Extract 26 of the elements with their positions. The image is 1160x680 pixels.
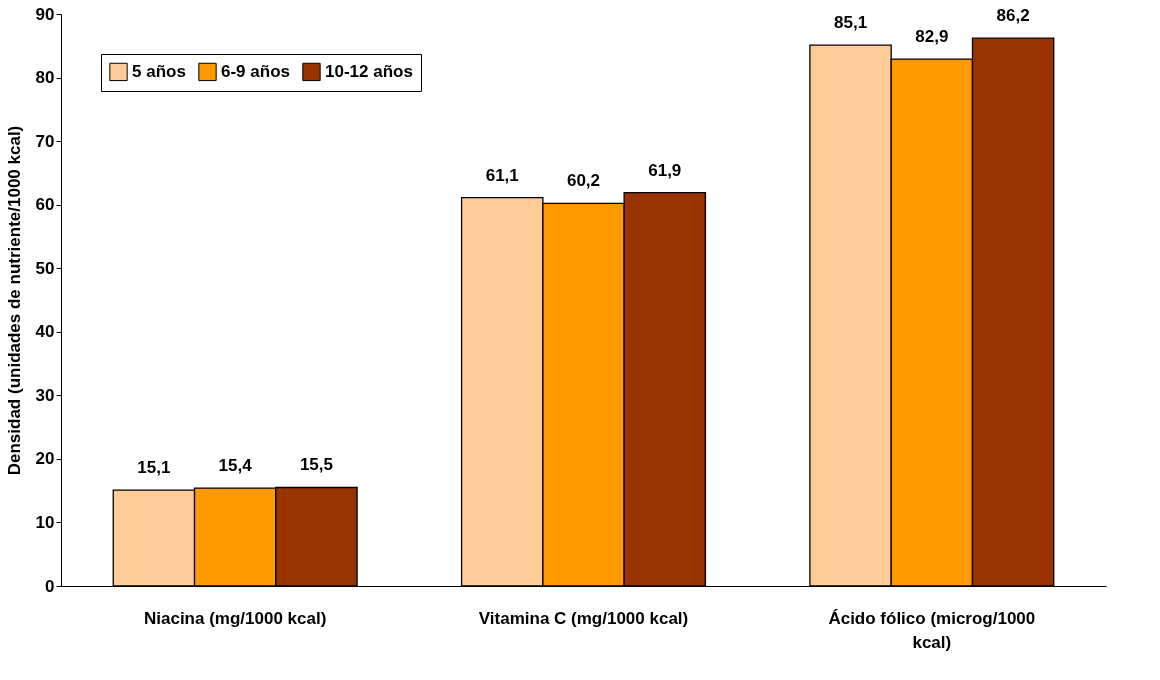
y-tick-label: 20 [35, 449, 55, 469]
y-tick-label: 70 [35, 131, 55, 151]
legend-label: 5 años [132, 61, 186, 81]
y-tick-label: 0 [45, 576, 55, 596]
y-tick-label: 50 [35, 258, 55, 278]
legend-label: 10-12 años [325, 61, 413, 81]
data-label: 82,9 [915, 27, 949, 47]
y-tick-label: 40 [35, 322, 55, 342]
data-label: 60,2 [566, 171, 601, 191]
x-tick-label: Vitamina C (mg/1000 kcal) [478, 608, 689, 628]
data-label: 61,9 [648, 160, 682, 180]
legend-label: 6-9 años [221, 61, 290, 81]
data-label: 15,5 [299, 455, 333, 475]
x-tick-label: Ácido fólico (microg/1000 kcal) [828, 608, 1036, 652]
data-label: 61,1 [485, 165, 519, 185]
y-tick-label: 10 [35, 512, 55, 532]
data-label: 15,1 [137, 458, 171, 478]
data-label: 85,1 [834, 13, 868, 33]
y-tick-label: 90 [35, 4, 55, 24]
data-label: 15,4 [218, 456, 253, 476]
y-tick-label: 30 [35, 385, 55, 405]
y-tick-label: 60 [35, 195, 55, 215]
x-tick-label: Niacina (mg/1000 kcal) [143, 608, 327, 628]
y-axis-title: Densidad (unidades de nutriente/1000 kcal) [4, 125, 24, 476]
y-tick-label: 80 [35, 68, 55, 88]
data-label: 86,2 [996, 6, 1030, 26]
